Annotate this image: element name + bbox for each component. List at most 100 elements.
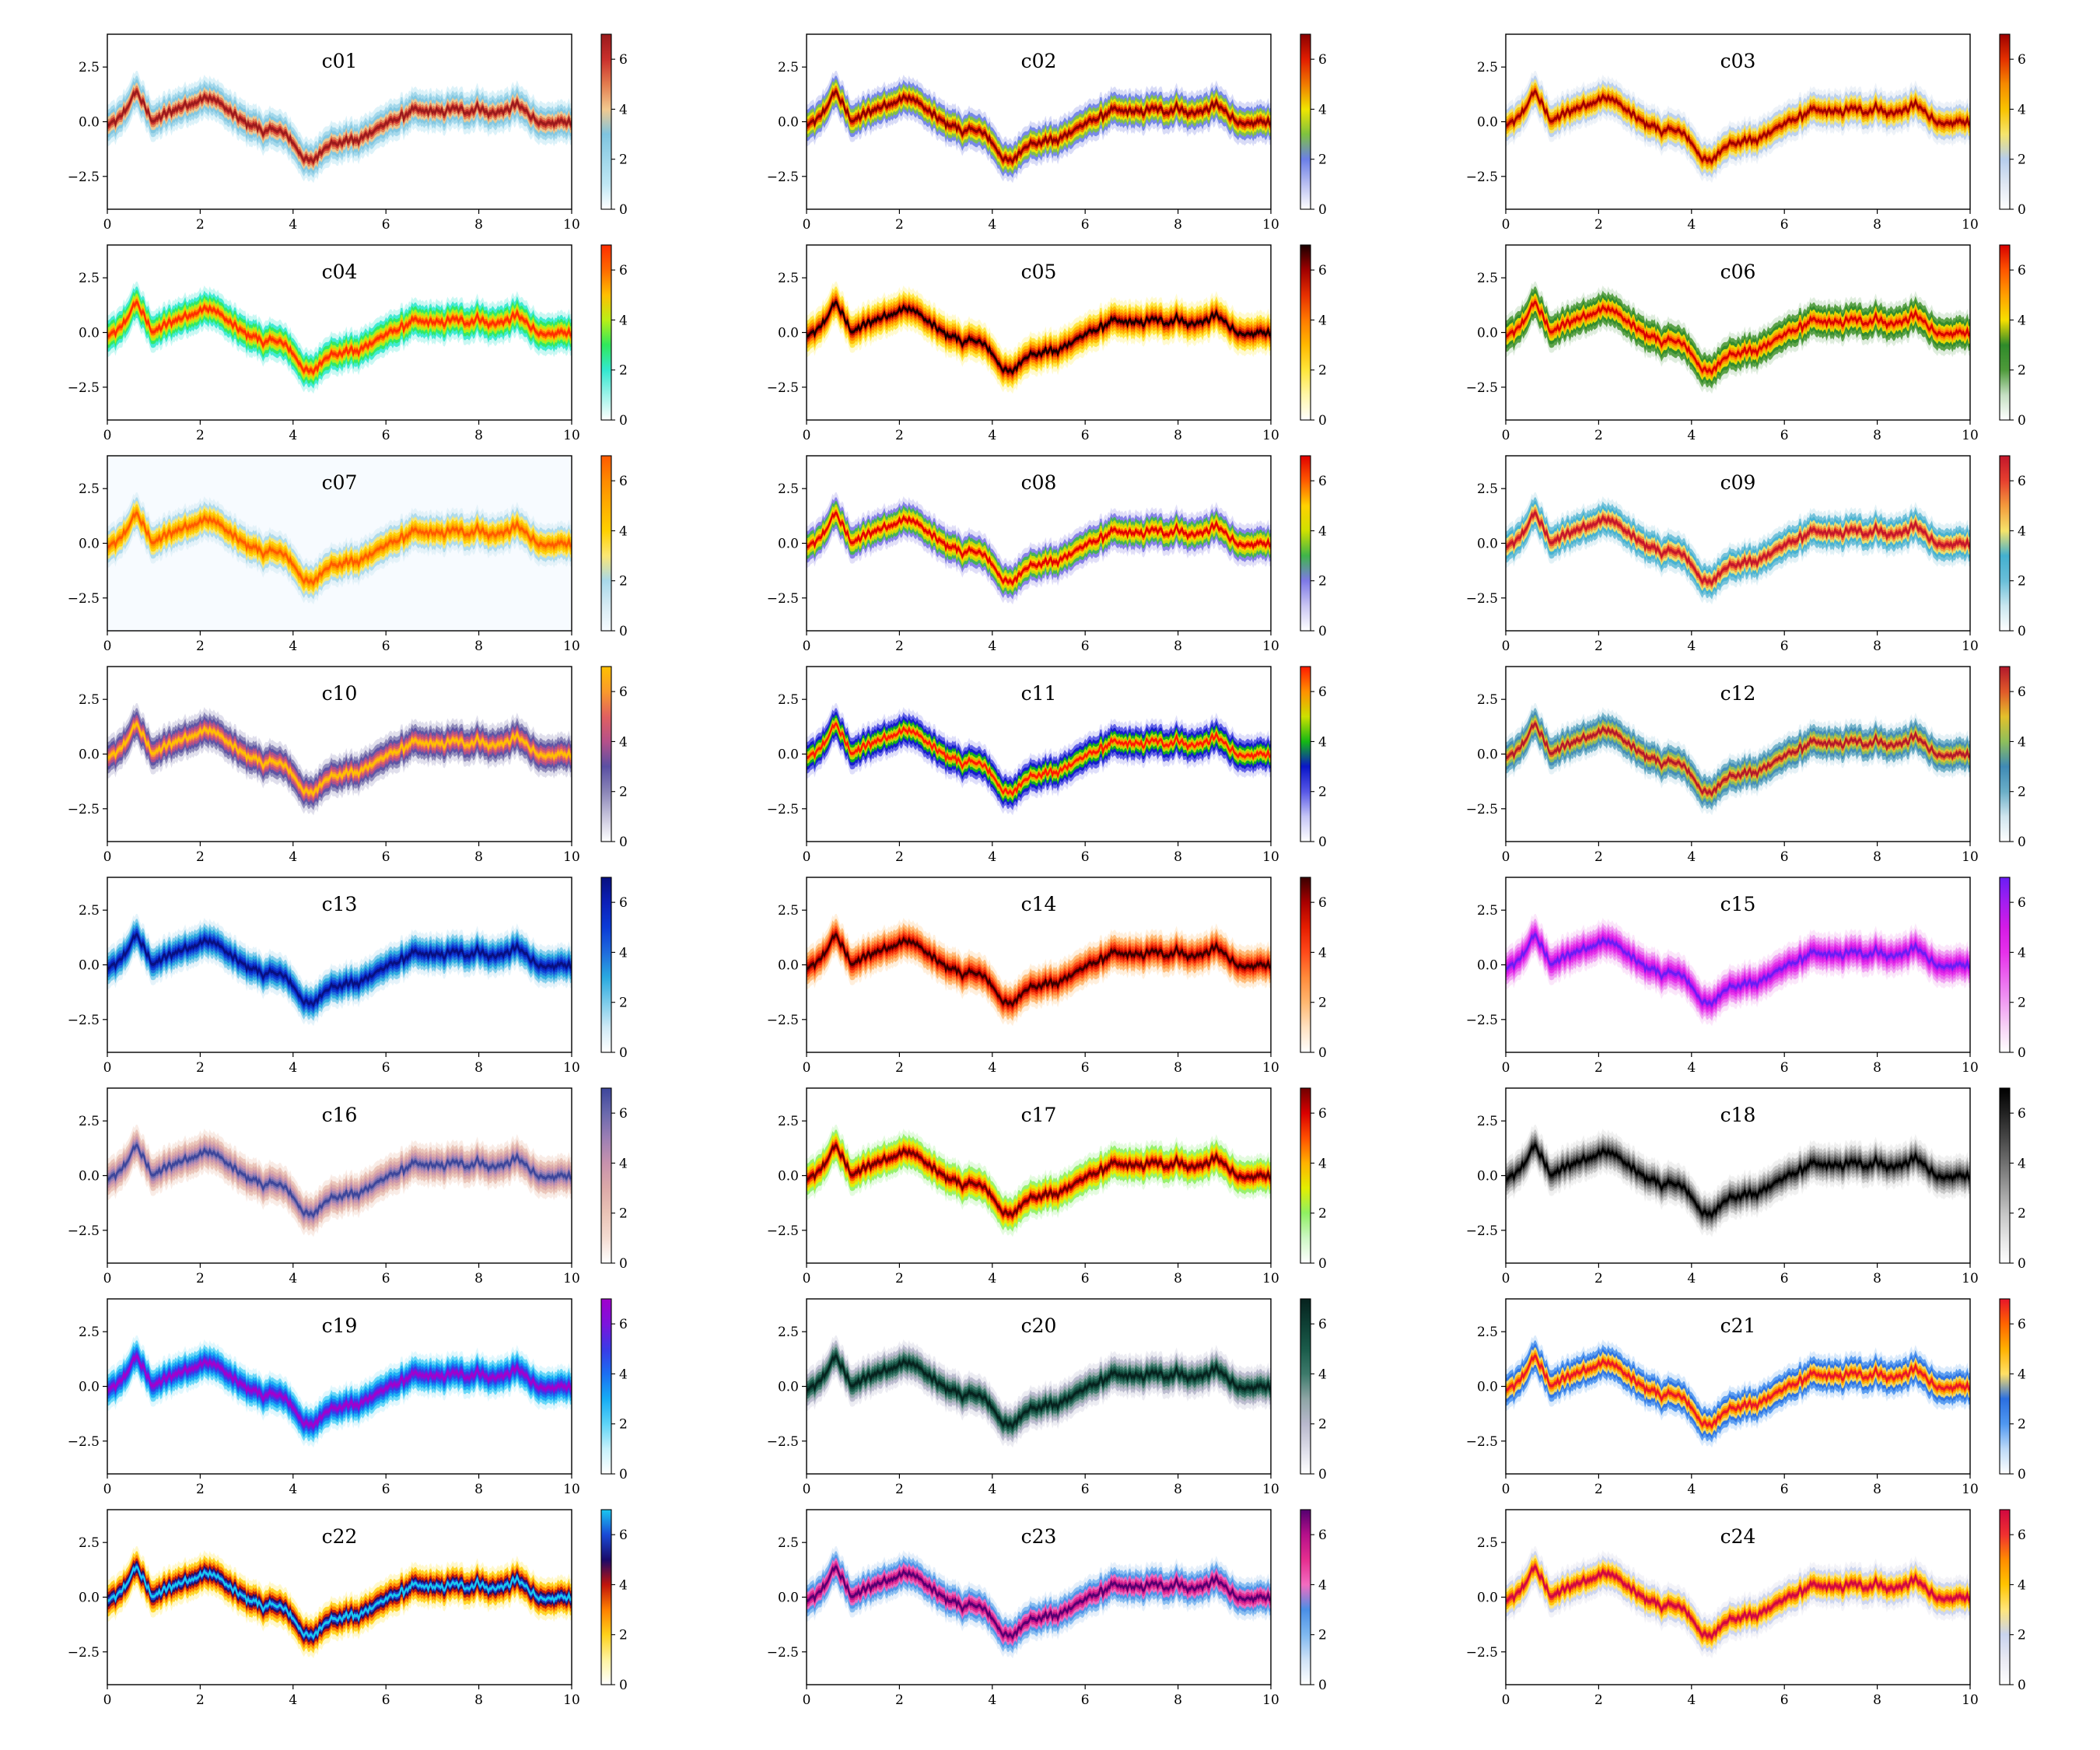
density-bands — [1506, 492, 1970, 605]
colorbar-tick-label: 0 — [619, 1256, 628, 1272]
x-tick-label: 8 — [1174, 639, 1182, 654]
panel-c09: 2.5 0.0 −2.5 0 2 4 6 8 10 c09 0 2 4 6 — [1466, 455, 2026, 654]
colorbar-gradient — [1300, 244, 1311, 421]
colorbar-gradient — [600, 877, 612, 1053]
y-tick-label: 2.5 — [79, 1325, 100, 1340]
y-tick-label: 2.5 — [1477, 903, 1498, 919]
colorbar-tick-label: 6 — [1318, 1317, 1327, 1332]
colorbar: 0 2 4 6 — [600, 33, 628, 218]
colorbar-tick-label: 0 — [2018, 202, 2026, 218]
colorbar-tick-label: 0 — [2018, 1256, 2026, 1272]
colorbar-tick-label: 6 — [1318, 1106, 1327, 1122]
x-tick-label: 6 — [1081, 849, 1090, 865]
y-tick-label: −2.5 — [1466, 1645, 1498, 1661]
colorbar-gradient — [600, 666, 612, 842]
y-tick-label: −2.5 — [1466, 170, 1498, 185]
x-tick-label: 4 — [1687, 428, 1696, 443]
colorbar-gradient — [600, 244, 612, 421]
colorbar-gradient — [600, 33, 612, 210]
colorbar-tick-label: 6 — [2018, 474, 2026, 489]
density-bands — [807, 1125, 1271, 1237]
x-tick-label: 4 — [289, 428, 297, 443]
panel-c18: 2.5 0.0 −2.5 0 2 4 6 8 10 c18 0 2 4 6 — [1466, 1087, 2026, 1286]
panel-c24: 2.5 0.0 −2.5 0 2 4 6 8 10 c24 0 2 4 6 — [1466, 1509, 2026, 1708]
y-tick-label: 0.0 — [79, 326, 100, 341]
x-tick-label: 2 — [196, 217, 205, 233]
x-tick-label: 4 — [289, 1060, 297, 1076]
colorbar-tick-label: 6 — [619, 52, 628, 68]
colorbar-gradient — [1999, 1087, 2011, 1264]
colorbar-tick-label: 2 — [1318, 1628, 1327, 1643]
colorbar-tick-label: 6 — [2018, 1317, 2026, 1332]
panel-c06: 2.5 0.0 −2.5 0 2 4 6 8 10 c06 0 2 4 6 — [1466, 244, 2026, 443]
colorbar-tick-label: 6 — [2018, 52, 2026, 68]
panel-c23: 2.5 0.0 −2.5 0 2 4 6 8 10 c23 0 2 4 6 — [767, 1509, 1327, 1708]
x-tick-label: 2 — [1594, 1060, 1603, 1076]
x-tick-label: 0 — [803, 217, 811, 233]
colorbar-tick-label: 0 — [1318, 624, 1327, 639]
colorbar: 0 2 4 6 — [1300, 244, 1327, 429]
density-bands — [107, 1125, 572, 1237]
x-tick-label: 4 — [1687, 1060, 1696, 1076]
colorbar-tick-label: 4 — [1318, 313, 1327, 328]
x-tick-label: 2 — [196, 639, 205, 654]
colorbar: 0 2 4 6 — [1300, 1509, 1327, 1693]
x-tick-label: 6 — [382, 849, 390, 865]
y-tick-label: 0.0 — [1477, 747, 1498, 763]
x-tick-label: 6 — [1780, 428, 1789, 443]
x-tick-label: 8 — [1873, 217, 1881, 233]
x-tick-label: 8 — [474, 639, 483, 654]
colorbar-tick-label: 6 — [2018, 1106, 2026, 1122]
density-bands — [1506, 282, 1970, 394]
x-tick-label: 0 — [1502, 639, 1510, 654]
density-core — [107, 90, 572, 164]
x-tick-label: 10 — [1262, 217, 1279, 233]
colorbar: 0 2 4 6 — [600, 877, 628, 1061]
colorbar-tick-label: 6 — [1318, 1528, 1327, 1543]
colorbar-tick-label: 2 — [2018, 1417, 2026, 1433]
x-tick-label: 2 — [1594, 217, 1603, 233]
colorbar: 0 2 4 6 — [600, 244, 628, 429]
colorbar-tick-label: 4 — [1318, 1367, 1327, 1382]
x-tick-label: 0 — [803, 1060, 811, 1076]
density-bands — [1506, 914, 1970, 1027]
colorbar-tick-label: 2 — [1318, 1417, 1327, 1433]
x-tick-label: 4 — [1687, 849, 1696, 865]
y-tick-label: 0.0 — [79, 537, 100, 552]
panel-c03: 2.5 0.0 −2.5 0 2 4 6 8 10 c03 0 2 4 6 — [1466, 33, 2026, 233]
y-tick-label: 0.0 — [1477, 1591, 1498, 1606]
x-tick-label: 4 — [289, 1271, 297, 1286]
x-tick-label: 0 — [103, 217, 112, 233]
x-tick-label: 0 — [1502, 1271, 1510, 1286]
x-tick-label: 0 — [103, 1271, 112, 1286]
x-tick-label: 4 — [988, 639, 996, 654]
y-tick-label: 2.5 — [79, 1114, 100, 1129]
colorbar-tick-label: 0 — [2018, 1467, 2026, 1482]
colorbar-tick-label: 4 — [1318, 1577, 1327, 1593]
colorbar-gradient — [1999, 33, 2011, 210]
colorbar-tick-label: 2 — [619, 363, 628, 379]
x-tick-label: 10 — [1262, 1692, 1279, 1708]
x-tick-label: 10 — [563, 1271, 580, 1286]
y-tick-label: 0.0 — [79, 1169, 100, 1185]
y-tick-label: 2.5 — [79, 692, 100, 708]
density-core — [107, 933, 572, 1007]
y-tick-label: −2.5 — [1466, 591, 1498, 607]
panel-title: c23 — [1021, 1525, 1057, 1548]
colorbar-gradient — [1300, 33, 1311, 210]
density-core — [807, 1144, 1271, 1218]
x-tick-label: 2 — [196, 1482, 205, 1497]
x-tick-label: 0 — [103, 1692, 112, 1708]
y-tick-label: −2.5 — [68, 1434, 100, 1450]
colorbar-tick-label: 6 — [1318, 263, 1327, 278]
colorbar-tick-label: 0 — [619, 835, 628, 850]
panel-title: c12 — [1720, 682, 1756, 705]
x-tick-label: 6 — [1081, 217, 1090, 233]
panel-title: c13 — [322, 893, 358, 915]
colorbar-tick-label: 2 — [1318, 574, 1327, 590]
colorbar-tick-label: 2 — [2018, 152, 2026, 168]
colorbar-tick-label: 6 — [2018, 1528, 2026, 1543]
x-tick-label: 10 — [1962, 1692, 1979, 1708]
x-tick-label: 4 — [1687, 1482, 1696, 1497]
